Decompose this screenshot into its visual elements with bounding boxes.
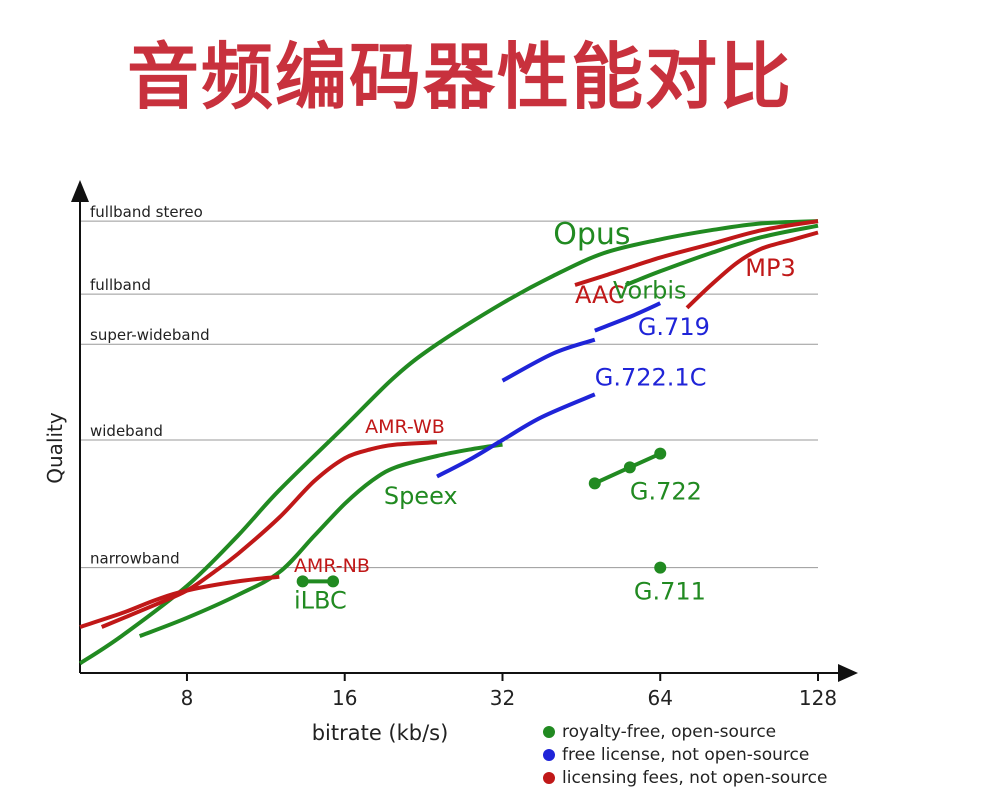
series-aac	[574, 219, 819, 287]
series-vorbis	[625, 223, 819, 287]
data-point	[588, 477, 601, 490]
codec-label-g-722-1c: G.722.1C	[595, 363, 707, 391]
series-line	[100, 440, 438, 629]
series-g-722-1c	[501, 337, 596, 383]
x-axis-label: bitrate (kb/s)	[312, 721, 449, 745]
series-amr-wb	[100, 440, 438, 629]
series-mp3	[685, 230, 819, 310]
legend-dot	[543, 725, 555, 738]
quality-level-label: wideband	[90, 422, 163, 440]
codec-label-amr-wb: AMR-WB	[365, 416, 445, 438]
series-speex	[138, 442, 503, 638]
quality-level-label: fullband stereo	[90, 203, 203, 221]
x-tick-label: 64	[648, 686, 673, 710]
data-point	[327, 575, 340, 588]
series-line	[501, 337, 596, 383]
series-layer	[78, 219, 819, 666]
legend-item-royalty-free: royalty-free, open-source	[543, 720, 827, 743]
series-g-711	[654, 561, 667, 574]
grid-layer: fullband stereo fullband super-wideband wid…	[80, 203, 818, 569]
quality-level-label: narrowband	[90, 550, 180, 568]
legend-dot	[543, 771, 555, 784]
legend-dot	[543, 748, 555, 761]
data-point	[296, 575, 309, 588]
series-ilbc	[296, 575, 340, 588]
codec-label-g-722: G.722	[630, 477, 702, 505]
legend-label: royalty-free, open-source	[562, 721, 777, 742]
legend-item-licensing-fees: licensing fees, not open-source	[543, 766, 827, 789]
page-title: 音频编码器性能对比	[126, 35, 793, 119]
legend-label: licensing fees, not open-source	[562, 767, 828, 788]
series-g-722	[588, 447, 667, 490]
codec-label-g-719: G.719	[638, 313, 710, 341]
codec-label-mp3: MP3	[745, 254, 795, 282]
series-line	[625, 223, 819, 287]
y-axis-arrow	[71, 180, 89, 202]
legend-label: free license, not open-source	[562, 744, 810, 765]
codec-label-opus: Opus	[553, 217, 630, 252]
series-line	[574, 219, 819, 287]
x-tick-label: 32	[490, 686, 515, 710]
quality-level-label: fullband	[90, 276, 151, 294]
codec-label-g-711: G.711	[634, 578, 706, 606]
x-tick-label: 8	[181, 686, 194, 710]
codec-label-aac: AAC	[575, 281, 625, 309]
codec-label-amr-nb: AMR-NB	[294, 555, 370, 577]
x-tick-label: 16	[332, 686, 357, 710]
legend-item-free-license: free license, not open-source	[543, 743, 827, 766]
series-g-719	[594, 301, 662, 333]
codec-label-speex: Speex	[384, 482, 458, 510]
data-point	[623, 461, 636, 474]
x-tick-label: 128	[799, 686, 837, 710]
axes-layer: 8 16 32 64 128 bitrate (kb/s) Quality	[43, 180, 858, 745]
codec-label-vorbis: Vorbis	[613, 277, 687, 305]
series-opus	[78, 219, 819, 666]
series-line	[138, 442, 503, 638]
series-line	[79, 574, 280, 629]
y-axis-label: Quality	[43, 412, 67, 484]
quality-level-label: super-wideband	[90, 326, 210, 344]
series-line	[78, 219, 819, 666]
series-line	[685, 230, 819, 310]
data-point	[654, 447, 667, 460]
series-line	[436, 392, 596, 479]
series-amr-nb	[79, 574, 280, 629]
series-line	[594, 301, 662, 333]
x-axis-arrow	[838, 664, 858, 682]
data-point	[654, 561, 667, 574]
legend: royalty-free, open-source free license, …	[543, 720, 827, 789]
series-g-722-blue	[436, 392, 596, 479]
codec-label-ilbc: iLBC	[294, 587, 347, 615]
